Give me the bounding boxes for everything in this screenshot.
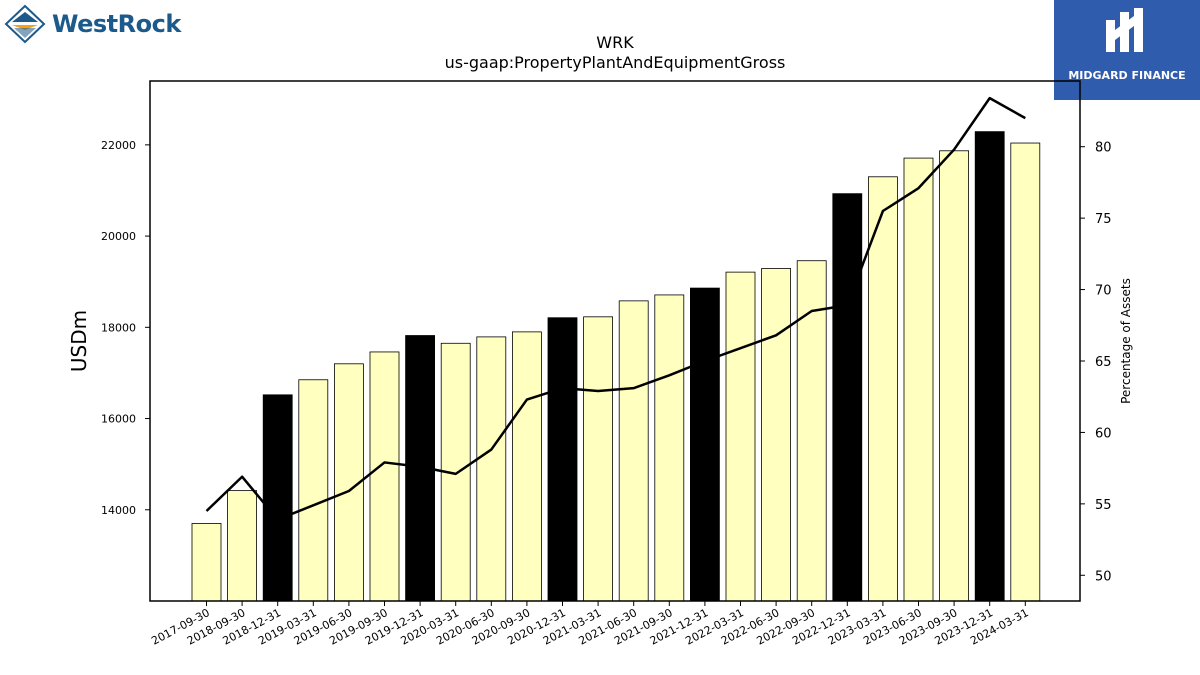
midgard-mark-icon	[1106, 8, 1143, 52]
bar-2019-03-31	[298, 379, 329, 602]
bar-2022-03-31	[725, 271, 756, 602]
y2-tick-label: 55	[1095, 498, 1112, 513]
bar-2021-06-30	[618, 300, 649, 602]
midgard-finance-logo: MIDGARD FINANCE	[1054, 0, 1200, 100]
bar-2018-12-31	[262, 394, 293, 602]
y-axis-label: USDm	[67, 310, 91, 372]
y2-axis-label: Percentage of Assets	[1119, 278, 1133, 404]
midgard-finance-logo-text: MIDGARD FINANCE	[1068, 69, 1186, 82]
bar-2020-06-30	[476, 336, 507, 602]
bar-2020-12-31	[547, 317, 578, 602]
y2-tick-label: 60	[1095, 426, 1112, 441]
bar-2021-09-30	[654, 294, 685, 602]
bar-2022-06-30	[761, 268, 791, 602]
bar-2019-09-30	[369, 351, 400, 602]
percentage-line	[205, 96, 1026, 521]
y2-tick-label: 65	[1095, 355, 1112, 370]
x-axis: 2017-09-302018-09-302018-12-312019-03-31…	[149, 601, 1031, 648]
y2-tick-label: 50	[1095, 569, 1112, 584]
y-tick-label: 22000	[101, 139, 136, 152]
bar-2023-09-30	[939, 150, 969, 602]
bar-2018-09-30	[227, 490, 258, 602]
bar-series	[191, 131, 1041, 602]
y-axis: 14000 16000 18000 20000 22000	[101, 139, 150, 517]
westrock-logo-text: WestRock	[52, 10, 181, 38]
bar-2023-06-30	[903, 157, 934, 602]
y2-tick-label: 70	[1095, 284, 1112, 299]
westrock-logo: WestRock	[4, 4, 184, 46]
bar-2021-12-31	[690, 287, 720, 602]
y-tick-label: 14000	[101, 504, 136, 517]
bar-2022-12-31	[832, 193, 863, 602]
bar-2021-03-31	[583, 316, 613, 602]
line-series	[205, 96, 1026, 521]
y-tick-label: 16000	[101, 413, 136, 426]
y-tick-label: 18000	[101, 321, 136, 334]
y-tick-label: 20000	[101, 230, 136, 243]
y2-axis: 50 55 60 65 70 75 80	[1080, 141, 1112, 584]
chart-title: WRK	[596, 33, 634, 52]
bar-2023-03-31	[868, 176, 898, 602]
bar-2024-03-31	[1010, 142, 1041, 602]
bar-2017-09-30	[191, 523, 222, 602]
westrock-diamond-icon	[4, 4, 46, 44]
bar-2023-12-31	[974, 131, 1005, 602]
y2-tick-label: 80	[1095, 141, 1112, 156]
bar-2020-09-30	[512, 331, 542, 602]
plot-frame	[149, 80, 1081, 602]
y2-tick-label: 75	[1095, 212, 1112, 227]
chart-subtitle: us-gaap:PropertyPlantAndEquipmentGross	[445, 53, 786, 72]
